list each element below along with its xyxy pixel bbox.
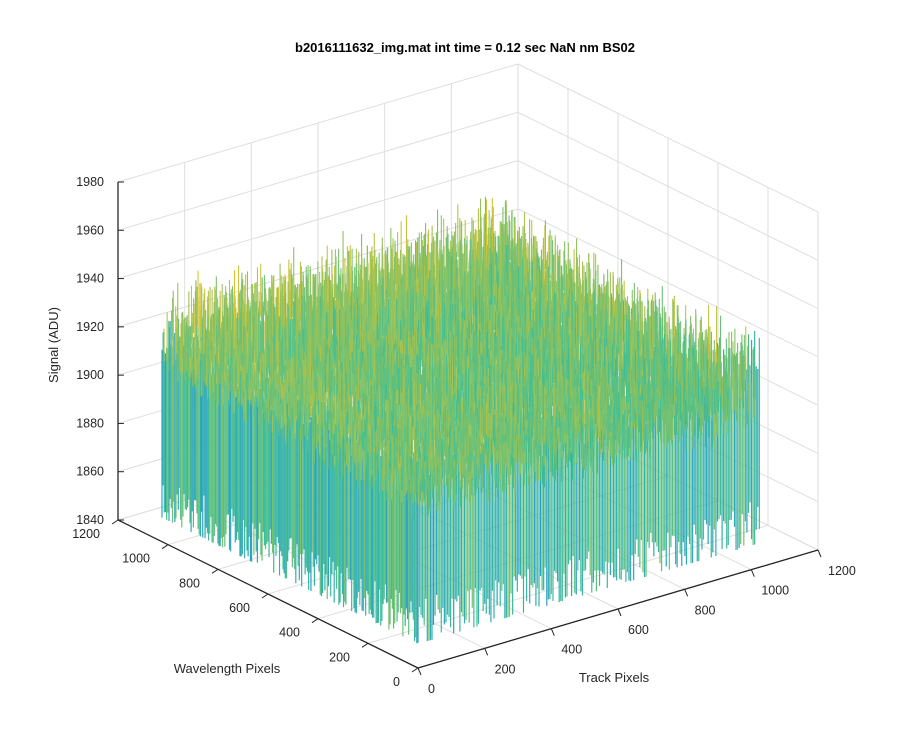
grid-line [117, 160, 519, 280]
surface-plot [161, 196, 760, 644]
grid-line [517, 63, 819, 213]
grid-line [117, 63, 519, 183]
grid-line [517, 111, 819, 261]
grid-line [117, 111, 519, 231]
grid-line [517, 208, 819, 358]
grid-line [317, 500, 719, 620]
grid-line [517, 160, 819, 310]
